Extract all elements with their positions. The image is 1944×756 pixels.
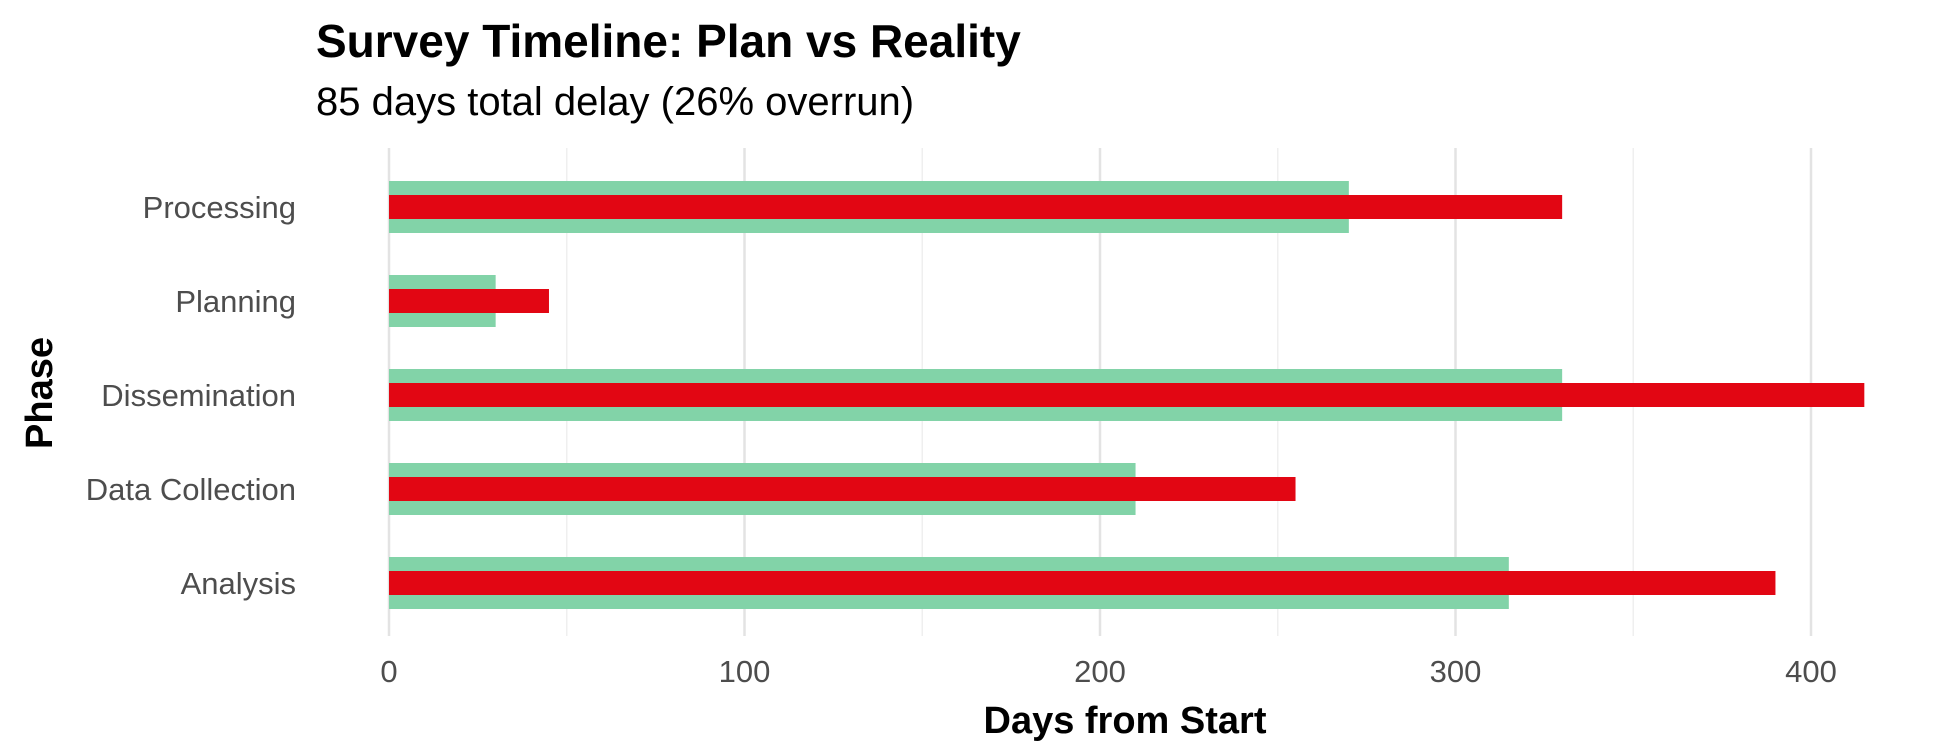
- x-tick-label: 100: [719, 654, 771, 689]
- y-axis-title: Phase: [19, 337, 61, 449]
- x-tick-label: 0: [380, 654, 397, 689]
- x-tick-labels: 0 100 200 300 400: [380, 654, 1836, 689]
- y-tick-label: Data Collection: [86, 472, 296, 507]
- actual-bar: [389, 383, 1865, 407]
- x-tick-label: 300: [1430, 654, 1482, 689]
- y-tick-labels: Processing Planning Dissemination Data Coll…: [86, 190, 296, 601]
- y-tick-label: Analysis: [181, 566, 296, 601]
- actual-bar: [389, 477, 1296, 501]
- actual-bar: [389, 571, 1776, 595]
- x-tick-label: 400: [1785, 654, 1837, 689]
- y-tick-label: Planning: [175, 284, 296, 319]
- y-tick-label: Dissemination: [101, 378, 296, 413]
- chart-subtitle: 85 days total delay (26% overrun): [316, 80, 915, 124]
- actual-bar: [389, 195, 1563, 219]
- x-axis-title: Days from Start: [984, 700, 1267, 742]
- actual-bar: [389, 289, 549, 313]
- x-tick-label: 200: [1074, 654, 1126, 689]
- bars: [389, 181, 1865, 609]
- y-tick-label: Processing: [143, 190, 296, 225]
- chart-title: Survey Timeline: Plan vs Reality: [316, 15, 1021, 67]
